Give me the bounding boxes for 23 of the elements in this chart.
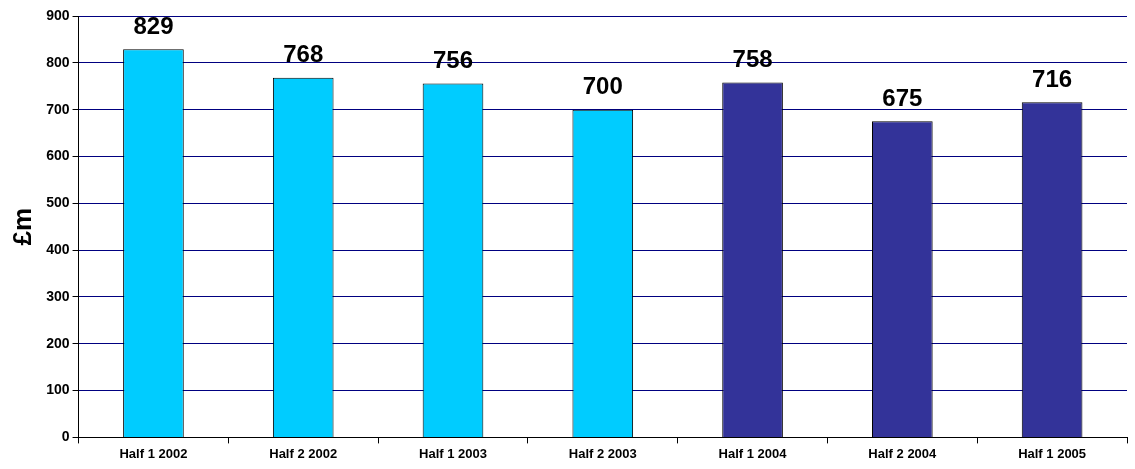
data-label: 768 [283,40,324,68]
y-tick-label: 300 [46,287,70,304]
data-label: 700 [582,72,623,100]
data-label: 829 [133,11,174,39]
x-tick-label: Half 2 2003 [568,445,637,461]
x-tick-label: Half 2 2002 [269,445,338,461]
y-tick-label: 900 [46,6,70,23]
y-tick-label: 100 [46,381,70,398]
y-tick-label: 500 [46,194,70,211]
y-tick-label: 200 [46,334,70,351]
y-tick-label: 700 [46,100,70,117]
y-tick-label: 800 [46,53,70,70]
x-tick-label: Half 1 2005 [1018,445,1087,461]
y-tick-label: 600 [46,147,70,164]
data-label: 675 [882,83,923,111]
data-label: 716 [1032,64,1073,92]
y-axis-title: £m [6,207,37,246]
x-tick-label: Half 1 2002 [119,445,188,461]
x-tick-label: Half 2 2004 [868,445,938,461]
y-tick-label: 400 [46,240,70,257]
x-tick-label: Half 1 2003 [419,445,487,461]
y-tick-label: 0 [61,428,70,445]
x-tick-label: Half 1 2004 [718,445,788,461]
